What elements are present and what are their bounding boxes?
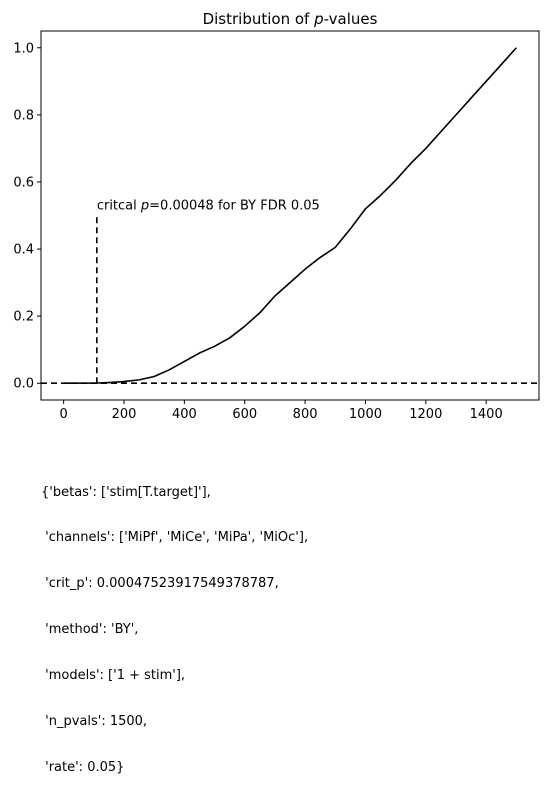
plot-area-frame [40,30,540,401]
chart-title: Distribution of p-values [203,10,378,28]
y-tick-label: 0.6 [13,175,34,190]
parameters-line-3: 'crit_p': 0.00047523917549378787, [41,576,279,592]
x-tick-label: 400 [172,407,197,422]
x-tick-label: 800 [293,407,318,422]
annotation-italic: p [140,198,149,213]
y-tick-label: 0.8 [13,108,34,123]
chart-title-after: -values [324,10,378,28]
x-tick-label: 1400 [470,407,503,422]
chart-title-italic: p [313,10,324,28]
reference-lines [41,215,539,385]
x-tick-label: 200 [112,407,137,422]
parameters-line-4: 'method': 'BY', [41,622,139,638]
parameters-line-1: {'betas': ['stim[T.target]'], [41,484,211,500]
chart-title-before: Distribution of [203,10,315,28]
parameters-line-2: 'channels': ['MiPf', 'MiCe', 'MiPa', 'Mi… [41,530,309,546]
y-axis-ticks: 0.0 0.2 0.4 0.6 0.8 1.0 [13,41,41,392]
x-tick-label: 600 [232,407,257,422]
annotation-after: =0.00048 for BY FDR 0.05 [149,198,320,213]
x-tick-label: 1200 [409,407,442,422]
y-tick-label: 0.0 [13,377,34,392]
annotation-before: critcal [97,198,141,213]
y-tick-label: 0.2 [13,310,34,325]
parameters-line-7: 'rate': 0.05} [41,759,125,775]
parameters-line-5: 'models': ['1 + stim'], [41,668,186,684]
x-axis-ticks: 0 200 400 600 800 1000 1200 1400 [59,400,503,422]
sorted-p-values-line [63,47,517,385]
y-tick-label: 1.0 [13,41,34,56]
x-tick-label: 1000 [349,407,382,422]
x-tick-label: 0 [59,407,67,422]
y-tick-label: 0.4 [13,243,34,258]
p-value-distribution-chart: Distribution of p-values 0 200 400 600 800 10… [13,10,540,422]
parameters-line-6: 'n_pvals': 1500, [41,714,148,730]
series-group [63,47,517,385]
critical-p-annotation: critcal p=0.00048 for BY FDR 0.05 [97,198,320,213]
parameters-text-block: {'betas': ['stim[T.target]'], 'channels'… [41,454,308,791]
